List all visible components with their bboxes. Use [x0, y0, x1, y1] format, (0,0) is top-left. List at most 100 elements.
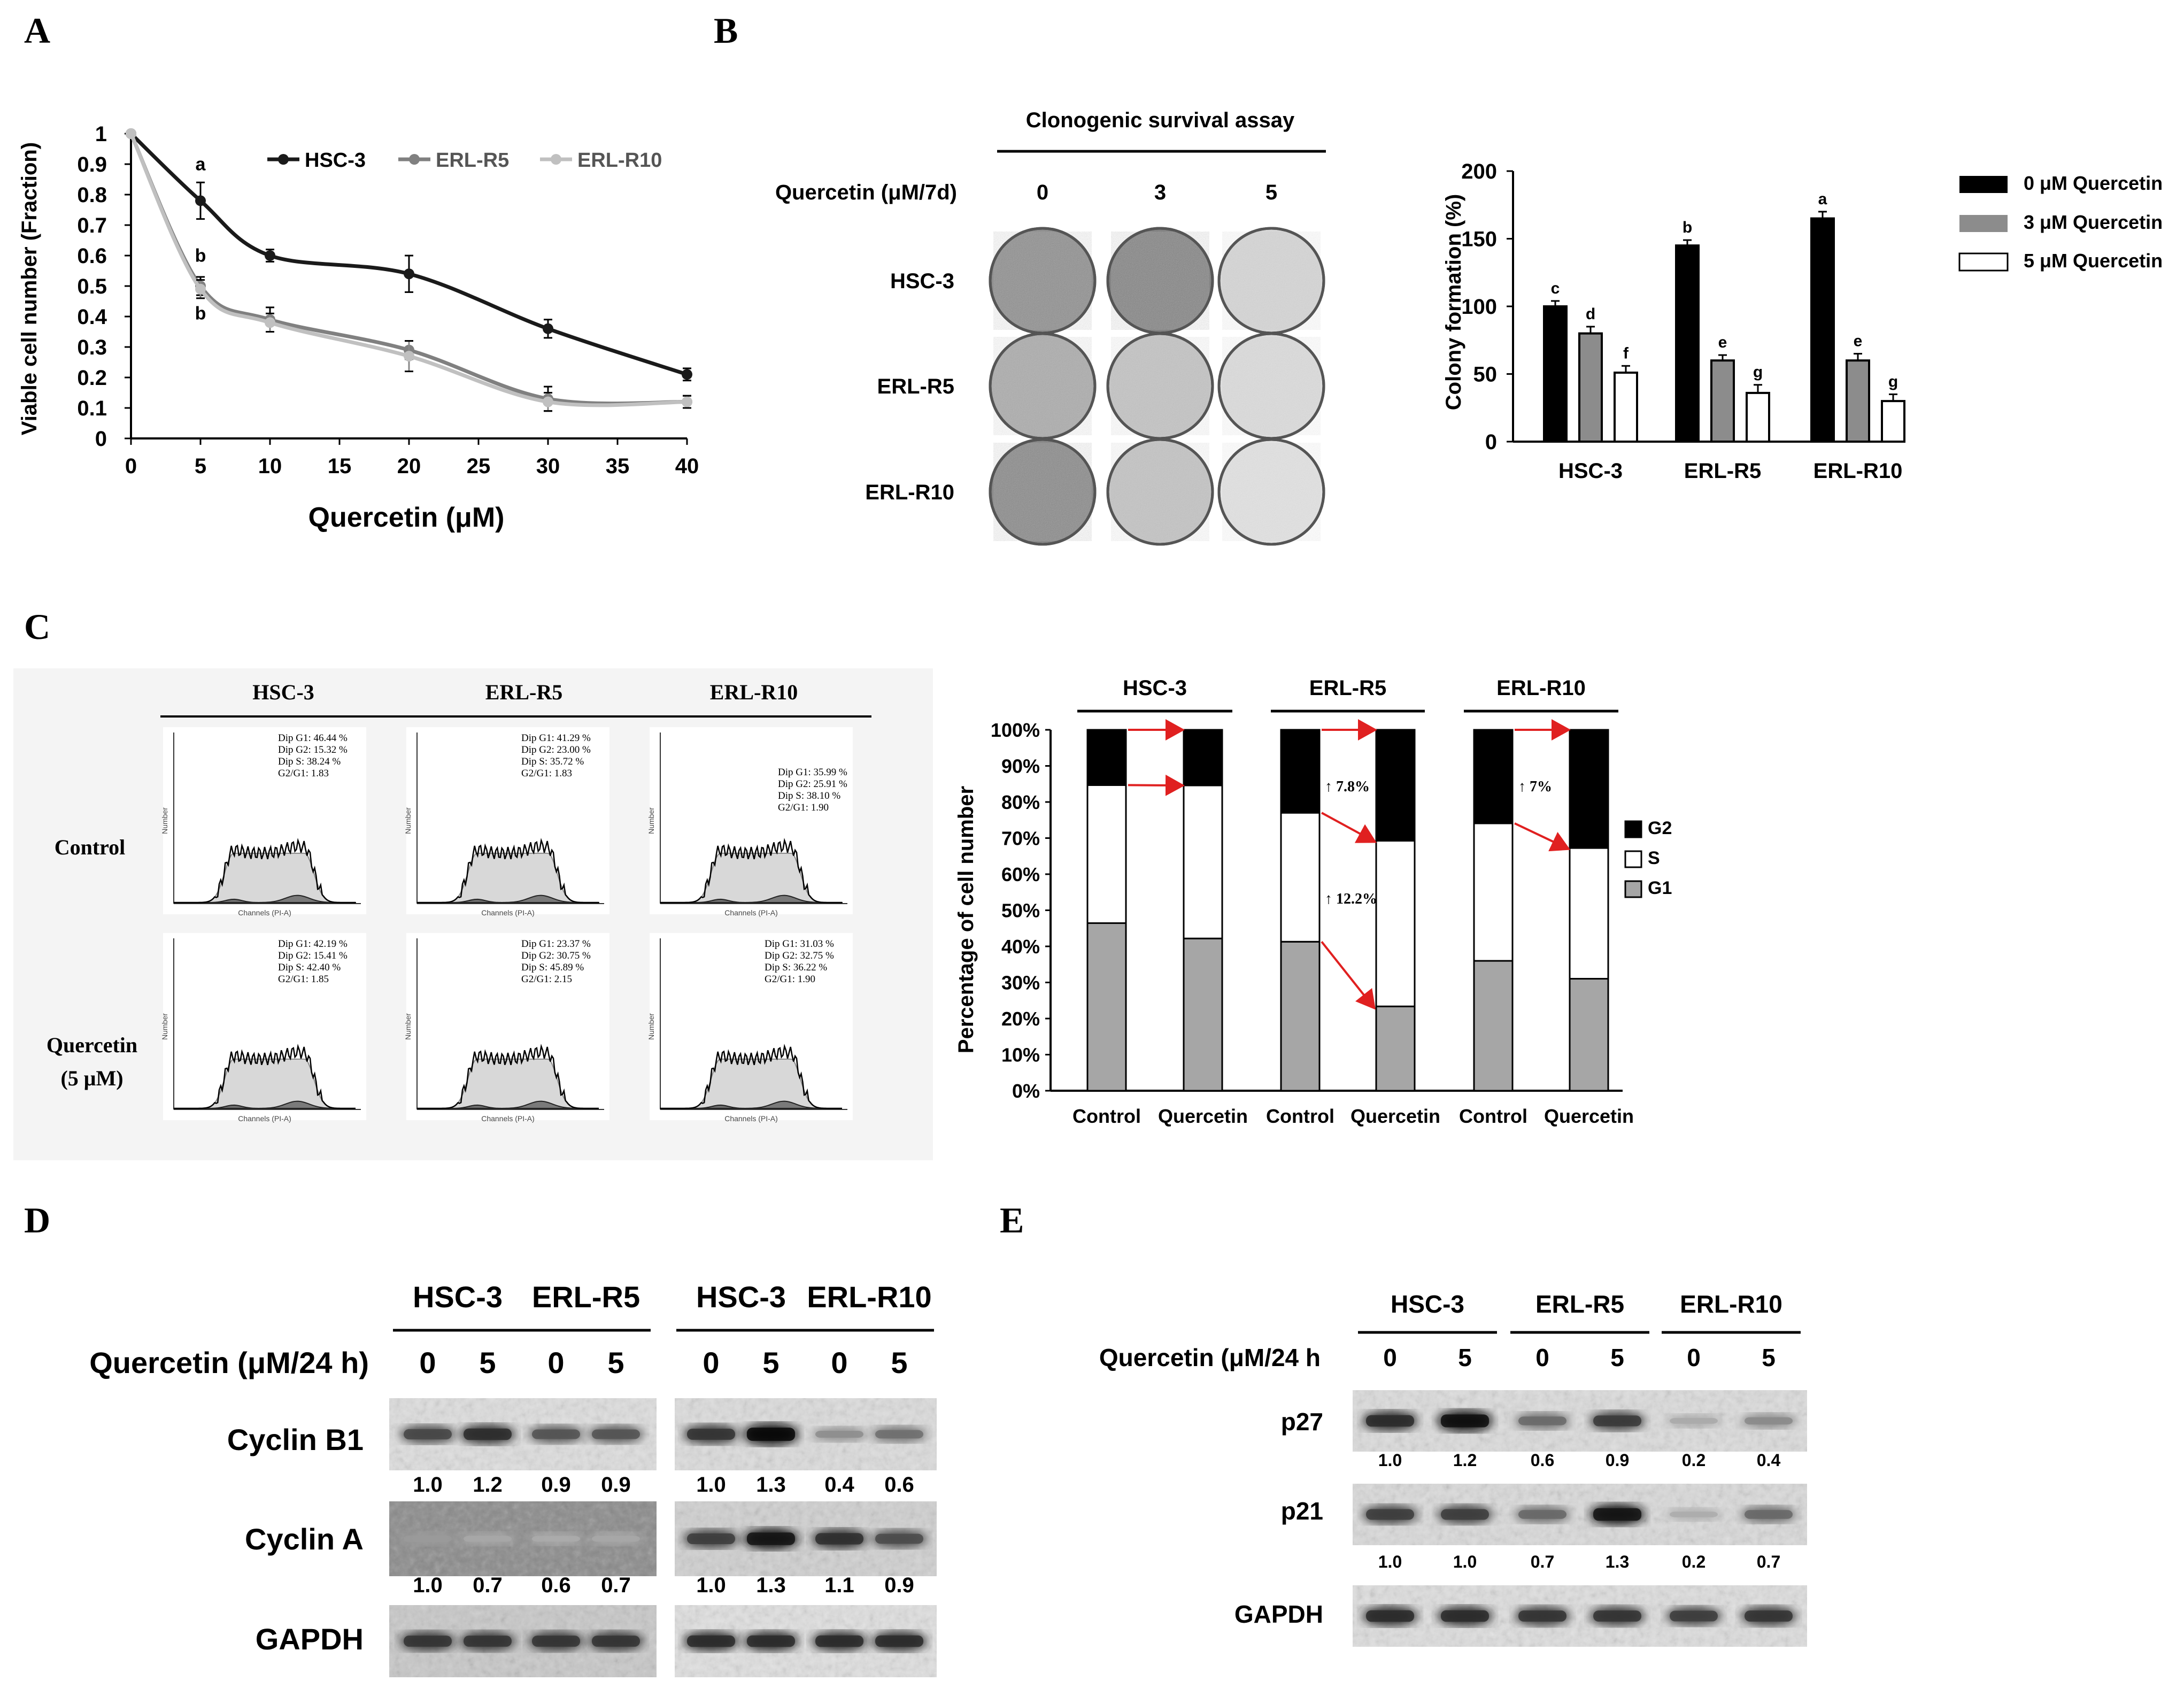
- clonogenic-dose-label: 3: [1154, 181, 1166, 204]
- blot-band-core: [875, 1533, 923, 1544]
- flow-stat-line: Dip G2: 15.41 %: [278, 950, 348, 961]
- blot-band-core: [532, 1536, 580, 1542]
- flow-col-erl-r5: ERL-R5: [485, 680, 562, 704]
- panel-a-legend-marker: [278, 154, 289, 165]
- panel-b-bar: [1881, 400, 1905, 443]
- blot-p21: [1353, 1484, 1807, 1545]
- panel-b-legend-label: 3 μM Quercetin: [2024, 211, 2163, 233]
- panel-e-label-gapdh: GAPDH: [1234, 1600, 1323, 1628]
- petri-dish-rim: [1106, 438, 1214, 546]
- blot-band-core: [1670, 1418, 1718, 1424]
- panel-e-western-blot: Quercetin (μM/24 h p27 p21 GAPDH HSC-3 ER…: [1099, 1290, 1807, 1647]
- panel-b-significance-letter: b: [1683, 219, 1692, 236]
- blot-band-core: [687, 1533, 735, 1544]
- panel-c-annotation: ↑ 7%: [1518, 778, 1552, 795]
- flow-histogram: Dip G1: 35.99 %Dip G2: 25.91 %Dip S: 38.…: [647, 727, 853, 917]
- blot-gapdh-e: [1353, 1585, 1807, 1647]
- panel-a-point-hsc-3: [265, 250, 275, 261]
- blot-band-core: [1670, 1512, 1718, 1517]
- panel-e-label-p21: p21: [1281, 1497, 1323, 1525]
- panel-b-bar: [1710, 359, 1735, 443]
- panel-b-legend-label: 5 μM Quercetin: [2024, 250, 2163, 272]
- petri-dish: [1217, 438, 1325, 546]
- flow-stat-line: Dip G2: 15.32 %: [278, 744, 348, 755]
- flow-histogram: Dip G1: 31.03 %Dip G2: 32.75 %Dip S: 36.…: [647, 933, 853, 1123]
- panel-c-bar-segment-g1: [1183, 937, 1223, 1092]
- panel-b-y-tick-label: 50: [1473, 363, 1498, 387]
- panel-d-lane-dose: 5: [891, 1346, 907, 1379]
- blot-cyclin-b1-left: [389, 1398, 657, 1470]
- panel-c-group-label: ERL-R10: [1496, 676, 1586, 700]
- panel-c-y-tick-label: 10%: [1001, 1044, 1040, 1066]
- flow-x-axis-label: Channels (PI-A): [724, 1114, 778, 1123]
- panel-a-point-erl-r10: [265, 317, 275, 328]
- panel-d-lane-dose: 5: [762, 1346, 779, 1379]
- panel-a-significance-letter: b: [195, 245, 206, 266]
- panel-c-bar-segment-g1: [1280, 940, 1321, 1092]
- blot-cyclin-b1-right: [675, 1398, 937, 1470]
- blot-band-core: [815, 1533, 863, 1545]
- panel-c-bar-segment-g1: [1473, 960, 1514, 1092]
- petri-dish: [989, 332, 1097, 440]
- flow-stat-line: Dip G1: 35.99 %: [778, 767, 847, 778]
- flow-stat-line: G2/G1: 1.83: [278, 768, 329, 779]
- panel-e-lane-dose: 5: [1458, 1344, 1472, 1371]
- panel-b-legend: 0 μM Quercetin 3 μM Quercetin 5 μM Quercet…: [1958, 172, 2163, 272]
- panel-a-legend-marker: [409, 154, 420, 165]
- flow-histogram: Dip G1: 42.19 %Dip G2: 15.41 %Dip S: 42.…: [160, 933, 366, 1123]
- blot-band-core: [1518, 1510, 1566, 1519]
- panel-d-quant-cyclin-a: 1.0: [696, 1574, 726, 1597]
- flow-y-axis-label: Number: [160, 807, 169, 834]
- blot-band-core: [875, 1430, 923, 1439]
- panel-d-lane-dose: 0: [831, 1346, 847, 1379]
- panel-b-y-axis-title: Colony formation (%): [1442, 194, 1465, 410]
- blot-band-core: [747, 1428, 795, 1441]
- flow-stat-line: Dip G1: 46.44 %: [278, 732, 348, 744]
- petri-dish: [1106, 332, 1214, 440]
- panel-c-legend-label: G1: [1648, 878, 1672, 898]
- panel-a-y-tick-label: 0.6: [77, 244, 107, 268]
- petri-dish-colonies: [993, 232, 1092, 330]
- flow-envelope: [174, 838, 356, 904]
- flow-y-axis-label: Number: [647, 1013, 655, 1040]
- panel-a-y-axis-title: Viable cell number (Fraction): [18, 142, 41, 435]
- panel-c-y-tick-label: 20%: [1001, 1008, 1040, 1030]
- blot-band-core: [1745, 1417, 1793, 1425]
- panel-d-group-label: ERL-R10: [807, 1280, 931, 1314]
- petri-dish-colonies: [993, 337, 1092, 435]
- panel-c-category-label: Quercetin: [1544, 1105, 1634, 1127]
- panel-a-point-erl-r10: [126, 128, 136, 139]
- flow-x-axis-label: Channels (PI-A): [238, 1114, 291, 1123]
- panel-a-y-tick-label: 1: [95, 122, 107, 146]
- flow-row-quercetin-dose: (5 μM): [60, 1066, 123, 1090]
- panel-e-quant-p27: 1.2: [1453, 1451, 1477, 1470]
- panel-d-quant-cyclin-a: 0.7: [601, 1574, 631, 1597]
- panel-b-significance-letter: c: [1551, 280, 1560, 297]
- panel-c-bar-segment-g1: [1375, 1005, 1416, 1092]
- flow-y-axis-label: Number: [160, 1013, 169, 1040]
- blot-band-core: [1441, 1414, 1489, 1428]
- panel-d-quant-cyclin-a: 1.0: [413, 1574, 443, 1597]
- panel-d-quant-cyclin-a: 0.6: [541, 1574, 571, 1597]
- flow-x-axis-label: Channels (PI-A): [481, 1114, 535, 1123]
- panel-c-bar-segment-g2: [1183, 729, 1223, 786]
- panel-d-lane-dose: 5: [479, 1346, 496, 1379]
- panel-b-legend-swatch: [1959, 215, 2008, 232]
- panel-d-quant-cyclin-a: 1.3: [756, 1574, 786, 1597]
- panel-b-y-tick-label: 150: [1461, 228, 1497, 251]
- panel-c-stacked-bar-chart: 0% 10% 20% 30% 40% 50% 60% 70% 80% 90% 100% Contro…: [954, 676, 1672, 1127]
- flow-stat-line: Dip G2: 30.75 %: [521, 950, 591, 961]
- panel-a-line-erl-r10: [129, 133, 688, 407]
- blot-band-core: [1593, 1610, 1641, 1622]
- blot-band-core: [592, 1636, 640, 1647]
- blot-band-core: [1366, 1415, 1414, 1427]
- panel-b-legend-swatch: [1959, 176, 2008, 193]
- panel-a-point-erl-r10: [682, 396, 692, 407]
- panel-letter-e: E: [1000, 1200, 1024, 1240]
- petri-dish-rim: [1217, 438, 1325, 546]
- blot-band-core: [404, 1636, 452, 1647]
- flow-stat-line: Dip G1: 31.03 %: [765, 938, 834, 950]
- panel-a-y-tick-label: 0.4: [77, 305, 107, 329]
- panel-letter-a: A: [24, 10, 50, 51]
- panel-b-bar: [1846, 359, 1870, 443]
